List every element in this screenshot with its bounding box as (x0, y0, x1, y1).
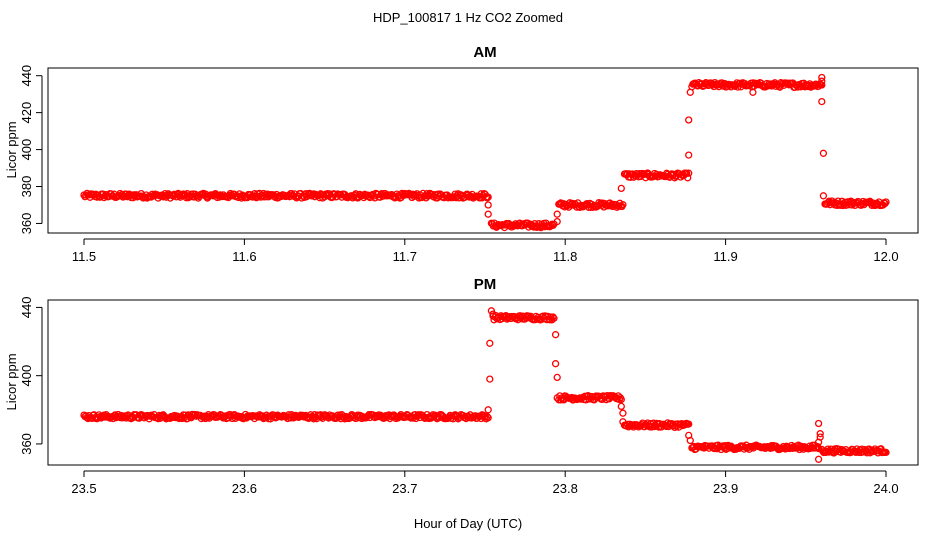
am-x-tick-label: 11.8 (553, 249, 577, 264)
am-x-axis: 11.5 11.6 11.7 11.8 11.9 12.0 (72, 238, 899, 264)
pm-transition-point (551, 331, 560, 339)
am-x-tick-label: 12.0 (873, 249, 898, 264)
pm-x-tick-label: 24.0 (873, 481, 898, 496)
pm-data-point (83, 414, 91, 422)
am-transition-point (686, 88, 694, 96)
pm-y-tick-label: 400 (19, 365, 34, 387)
pm-transition-point (553, 373, 561, 382)
am-data-points (80, 73, 890, 232)
pm-transition-point (814, 455, 823, 463)
am-transition-point (553, 217, 561, 226)
pm-transition-point (487, 307, 496, 315)
pm-plot-frame (47, 299, 919, 466)
pm-y-axis-label: Licor ppm (4, 353, 19, 410)
pm-transition-point (617, 402, 625, 411)
pm-data-point (882, 448, 890, 457)
pm-x-tick-label: 23.9 (713, 481, 738, 496)
pm-transition-point (553, 394, 561, 402)
am-data-point (477, 190, 485, 198)
am-data-point (484, 193, 492, 201)
pm-transition-point (486, 339, 494, 347)
am-panel: AM Licor ppm 11.5 11.6 11.7 11.8 11.9 12.0 36… (4, 44, 919, 264)
am-transition-point (749, 88, 757, 96)
pm-data-point (549, 313, 557, 321)
pm-data-point (175, 414, 183, 423)
pm-transition-point (686, 436, 694, 445)
pm-x-axis: 23.5 23.6 23.7 23.8 23.9 24.0 (71, 470, 899, 496)
pm-transition-point (489, 310, 497, 318)
am-transition-point (819, 192, 828, 200)
pm-panel: PM Licor ppm 23.5 23.6 23.7 23.8 23.9 24.0 36… (4, 276, 919, 496)
pm-panel-title: PM (474, 276, 497, 293)
pm-transition-point (551, 360, 560, 368)
am-y-axis: 360 380 400 420 440 (19, 65, 43, 235)
am-data-point (818, 81, 826, 89)
pm-x-tick-label: 23.5 (71, 481, 96, 496)
pm-transition-point (484, 406, 492, 414)
figure-title: HDP_100817 1 Hz CO2 Zoomed (373, 10, 563, 25)
am-x-tick-label: 11.7 (393, 249, 417, 264)
am-y-tick-label: 380 (19, 176, 34, 198)
am-data-point (549, 221, 557, 230)
pm-y-tick-label: 360 (19, 433, 34, 455)
am-y-tick-label: 420 (19, 102, 34, 124)
am-transition-point (818, 77, 826, 85)
pm-data-point (483, 412, 491, 421)
am-transition-point (484, 210, 492, 218)
am-data-point (583, 199, 591, 208)
am-y-axis-label: Licor ppm (4, 121, 19, 178)
am-data-point (392, 193, 400, 202)
pm-transition-point (814, 438, 823, 446)
am-y-tick-label: 360 (19, 213, 34, 235)
am-transition-point (553, 210, 561, 218)
am-x-tick-label: 11.5 (72, 249, 96, 264)
pm-transition-point (814, 419, 823, 428)
am-transition-point (484, 201, 492, 209)
pm-transition-point (619, 409, 627, 417)
pm-transition-point (816, 430, 824, 438)
am-transition-point (617, 184, 625, 193)
pm-transition-point (486, 375, 494, 383)
am-data-point (882, 198, 890, 206)
pm-y-axis: 360 400 440 (19, 297, 43, 455)
pm-x-tick-label: 23.8 (553, 481, 578, 496)
pm-data-point (685, 420, 693, 428)
am-data-point (216, 191, 225, 199)
am-data-point (619, 201, 627, 209)
am-data-point (684, 174, 692, 182)
pm-data-point (582, 396, 590, 404)
am-x-tick-label: 11.9 (713, 249, 737, 264)
am-transition-point (818, 73, 826, 82)
pm-x-tick-label: 23.7 (392, 481, 417, 496)
pm-data-points (80, 307, 890, 463)
pm-transition-point (619, 418, 627, 426)
pm-data-point (617, 395, 625, 404)
am-transition-point (819, 149, 828, 157)
am-y-tick-label: 400 (19, 139, 34, 161)
am-plot-frame (47, 67, 919, 234)
am-data-point (685, 169, 693, 177)
pm-data-point (550, 314, 558, 322)
am-transition-point (685, 151, 693, 159)
am-x-tick-label: 11.6 (232, 249, 256, 264)
x-axis-label: Hour of Day (UTC) (414, 516, 522, 531)
pm-x-tick-label: 23.6 (232, 481, 257, 496)
am-data-point (226, 189, 235, 198)
pm-data-point (484, 414, 492, 422)
am-data-point (483, 194, 491, 202)
am-transition-point (818, 97, 826, 106)
am-panel-title: AM (473, 44, 496, 61)
pm-y-tick-label: 440 (19, 297, 34, 319)
am-transition-point (685, 116, 693, 124)
am-y-tick-label: 440 (19, 65, 34, 87)
